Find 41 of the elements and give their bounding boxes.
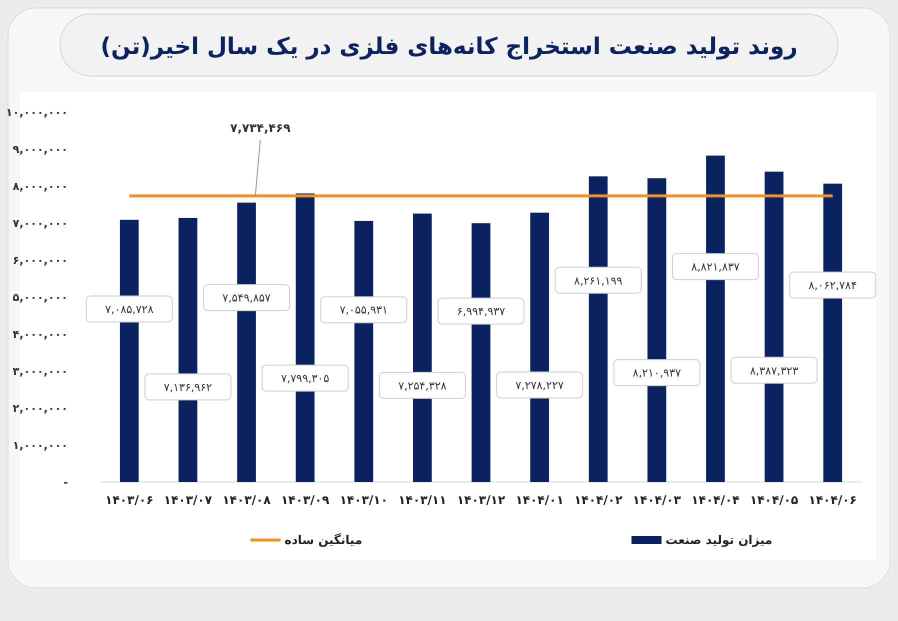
data-label: ۶,۹۹۴,۹۳۷ [456,305,506,318]
y-tick-label: ۷,۰۰۰,۰۰۰ [12,217,68,230]
x-tick-label: ۱۴۰۳/۰۶ [105,493,154,507]
x-tick-label: ۱۴۰۴/۰۳ [632,493,682,507]
title: روند تولید صنعت استخراج کانه‌های فلزی در یک سال اخیر(تن) [100,34,798,60]
x-tick-label: ۱۴۰۴/۰۲ [574,493,624,507]
x-tick-label: ۱۴۰۳/۱۰ [340,493,388,507]
x-tick-label: ۱۴۰۳/۰۷ [164,493,213,507]
x-tick-label: ۱۴۰۴/۰۱ [515,493,564,507]
x-tick-label: ۱۴۰۳/۱۱ [398,493,447,507]
y-tick-label: ۳,۰۰۰,۰۰۰ [12,365,68,378]
x-tick-label: ۱۴۰۴/۰۴ [691,493,740,507]
data-label: ۷,۰۵۵,۹۳۱ [340,304,388,317]
x-tick-label: ۱۴۰۳/۰۹ [280,493,330,507]
data-label: ۸,۲۶۱,۱۹۹ [574,274,622,288]
y-tick-label: ۲,۰۰۰,۰۰۰ [12,402,68,415]
data-label: ۷,۷۹۹,۳۰۵ [280,372,330,386]
data-label: ۷,۰۸۵,۷۲۸ [105,302,154,316]
y-tick-label: ۸,۰۰۰,۰۰۰ [12,180,68,193]
data-label: ۸,۸۲۱,۸۳۷ [691,260,740,274]
annotation: ۷,۷۳۴,۴۶۹ [230,120,292,135]
legend-label: میزان تولید صنعت [666,533,772,547]
y-tick-label: ۱۰,۰۰۰,۰۰۰ [6,106,68,119]
data-label: ۸,۲۱۰,۹۳۷ [632,366,682,380]
x-tick-label: ۱۴۰۴/۰۵ [750,493,798,507]
legend-label: میانگین ساده [284,533,362,547]
data-label: ۸,۰۶۲,۷۸۴ [808,279,857,292]
data-label: ۸,۳۸۷,۳۲۳ [750,364,798,378]
data-label: ۷,۲۵۴,۳۲۸ [398,379,447,392]
x-tick-label: ۱۴۰۴/۰۶ [808,493,857,507]
y-tick-label: ۵,۰۰۰,۰۰۰ [12,291,68,304]
x-tick-label: ۱۴۰۳/۱۲ [456,493,506,507]
y-tick-label: - [63,476,68,489]
y-tick-label: ۹,۰۰۰,۰۰۰ [12,143,68,156]
data-label: ۷,۵۴۹,۸۵۷ [222,292,271,305]
y-tick-label: ۱,۰۰۰,۰۰۰ [12,439,68,452]
data-label: ۷,۲۷۸,۲۲۷ [515,379,564,392]
y-tick-label: ۶,۰۰۰,۰۰۰ [12,254,68,267]
y-tick-label: ۴,۰۰۰,۰۰۰ [12,328,68,341]
data-label: ۷,۱۳۶,۹۶۲ [164,380,212,394]
x-tick-label: ۱۴۰۳/۰۸ [222,493,272,507]
